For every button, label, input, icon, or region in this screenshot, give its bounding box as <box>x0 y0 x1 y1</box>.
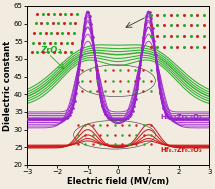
Text: Hf₀.₅Zr₀.₅O₂: Hf₀.₅Zr₀.₅O₂ <box>161 114 203 120</box>
Text: ZrO₂: ZrO₂ <box>41 46 62 55</box>
Y-axis label: Dielectric constant: Dielectric constant <box>3 40 12 131</box>
Text: Hf₀.₇Zr₀.₃O₂: Hf₀.₇Zr₀.₃O₂ <box>160 147 202 153</box>
X-axis label: Electric field (MV/cm): Electric field (MV/cm) <box>67 177 169 186</box>
